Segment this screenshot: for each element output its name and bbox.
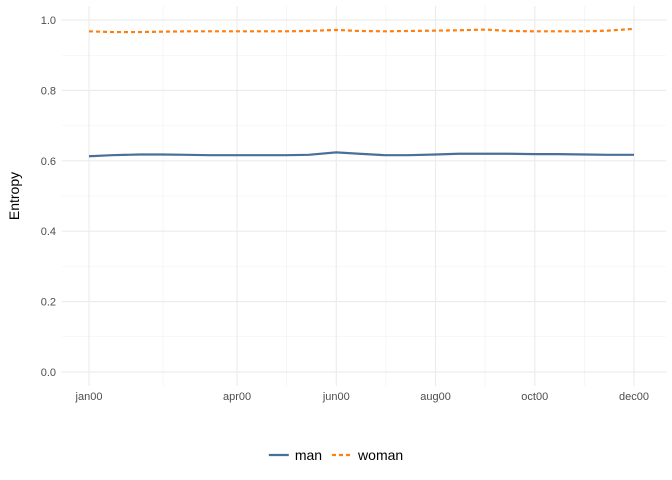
x-tick-label: jun00 (322, 391, 350, 403)
y-tick-label: 0.8 (41, 85, 56, 97)
y-tick-label: 0.2 (41, 297, 56, 309)
x-tick-label: dec00 (619, 391, 649, 403)
y-axis-title: Entropy (6, 172, 22, 220)
x-tick-label: apr00 (223, 391, 251, 403)
y-tick-label: 0.6 (41, 156, 56, 168)
x-tick-label: aug00 (420, 391, 451, 403)
legend-label-woman: woman (357, 447, 403, 463)
legend-label-man: man (295, 447, 322, 463)
y-tick-label: 0.4 (41, 226, 56, 238)
series-line-man (88, 151, 634, 158)
x-tick-label: oct00 (521, 391, 548, 403)
y-tick-label: 1.0 (41, 15, 56, 27)
x-tick-label: jan00 (75, 391, 103, 403)
y-tick-label: 0.0 (41, 367, 56, 379)
